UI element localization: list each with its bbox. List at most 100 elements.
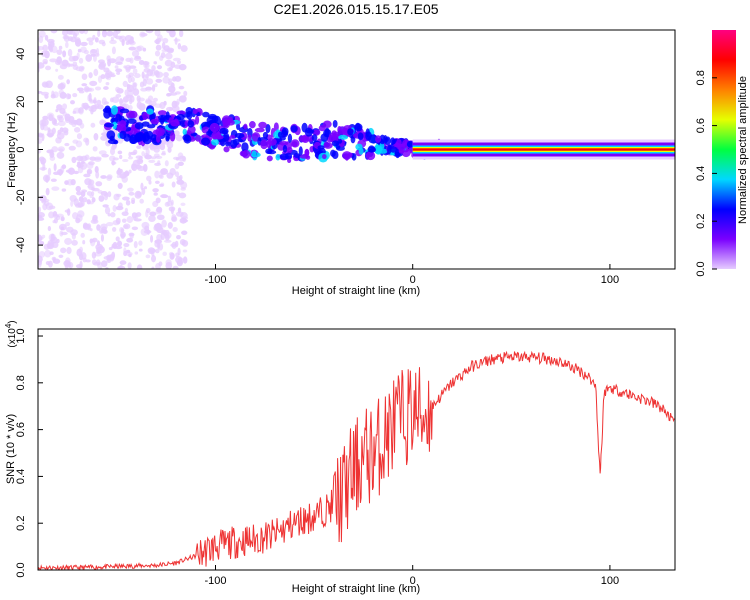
spectrogram-noise-point: [145, 86, 153, 92]
spectrogram-noise-point: [160, 232, 166, 241]
spectrogram-noise-point: [43, 61, 48, 65]
spectrogram-band-point: [187, 125, 196, 134]
spectrogram-noise-point: [182, 256, 188, 264]
spectrogram-noise-point: [122, 80, 128, 88]
spectrogram-noise-point: [104, 206, 111, 215]
spectrogram-noise-point: [70, 200, 74, 207]
spectrogram-noise-point: [124, 170, 130, 177]
spectrogram-noise-point: [108, 155, 116, 162]
spectrogram-noise-point: [101, 132, 108, 137]
spectrogram-band-point: [169, 131, 176, 142]
spectrogram-noise-point: [61, 30, 69, 36]
spectrogram-noise-point: [98, 39, 106, 45]
spectrogram-band-point: [351, 153, 357, 161]
spectrogram-noise-point: [145, 78, 154, 85]
spectrogram-noise-point: [131, 212, 138, 219]
spectrogram-noise-point: [155, 248, 160, 254]
spectrogram-noise-point: [182, 216, 189, 220]
spectrogram-noise-point: [122, 196, 130, 201]
spectrogram-noise-point: [121, 218, 127, 223]
spectrogram-noise-point: [68, 145, 76, 151]
spectrogram-noise-point: [55, 68, 59, 72]
spectrogram-noise-point: [55, 215, 61, 221]
spectrogram-noise-point: [119, 98, 123, 106]
figure-title: C2E1.2026.015.15.17.E05: [273, 1, 438, 17]
spectrogram-y-label: Frequency (Hz): [6, 112, 18, 188]
spectrogram-noise-point: [67, 48, 73, 57]
spectrogram-noise-point: [168, 206, 176, 212]
spectrogram-band-point: [229, 134, 236, 139]
spectrogram-noise-point: [57, 146, 65, 153]
spectrogram-noise-point: [78, 253, 84, 261]
spectrogram-noise-point: [168, 251, 174, 256]
spectrogram-panel: -100 0 100 -40 -20 0 20 40 Height of straight …: [6, 29, 676, 297]
spectrogram-noise-point: [38, 149, 42, 154]
spectrogram-band-point: [387, 144, 392, 155]
spectrogram-noise-point: [160, 152, 166, 156]
spectrogram-band-point: [170, 119, 180, 127]
spectrogram-noise-point: [52, 210, 58, 217]
spectrogram-noise-point: [68, 63, 74, 67]
spectrogram-noise-point: [146, 175, 152, 182]
spectrogram-noise-point: [97, 59, 105, 64]
spectrogram-noise-point: [72, 64, 79, 71]
y-tick-label: 0.6: [15, 422, 27, 437]
spectrogram-noise-point: [144, 154, 152, 160]
spectrogram-noise-point: [133, 73, 141, 79]
spectrogram-band-point: [142, 111, 148, 121]
spectrogram-noise-point: [98, 62, 106, 70]
spectrogram-noise-point: [93, 132, 99, 141]
spectrogram-band-point: [390, 137, 396, 146]
spectrogram-noise-point: [57, 120, 66, 127]
spectrogram-noise-point: [109, 39, 117, 45]
spectrogram-noise-point: [154, 239, 163, 244]
spectrogram-noise-point: [97, 104, 104, 110]
spectrogram-noise-point: [115, 217, 121, 225]
spectrogram-noise-point: [82, 197, 88, 203]
spectrogram-noise-point: [159, 169, 166, 176]
spectrogram-noise-point: [109, 147, 116, 156]
spectrogram-noise-point: [145, 30, 154, 34]
spectrogram-noise-point: [55, 109, 59, 113]
spectrogram-noise-point: [176, 260, 184, 265]
spectrogram-noise-point: [170, 82, 175, 89]
spectrogram-band-point: [119, 130, 127, 140]
spectrogram-noise-point: [64, 180, 69, 185]
spectrogram-noise-point: [107, 191, 112, 198]
spectrogram-noise-point: [101, 260, 108, 268]
spectrogram-noise-point: [122, 96, 130, 103]
spectrogram-noise-point: [176, 60, 182, 65]
spectrogram-band-point: [299, 154, 310, 159]
spectrogram-noise-point: [73, 30, 80, 36]
spectrogram-noise-point: [154, 162, 161, 167]
spectrogram-noise-point: [116, 169, 122, 175]
spectrogram-noise-point: [48, 260, 53, 268]
spectrogram-noise-point: [77, 201, 84, 208]
spectrogram-noise-point: [152, 97, 158, 102]
spectrogram-noise-point: [78, 30, 85, 34]
spectrogram-noise-point: [77, 210, 85, 218]
y-tick-label: -20: [15, 189, 27, 205]
spectrogram-noise-point: [62, 50, 67, 58]
spectrogram-band-point: [290, 125, 298, 133]
spectrogram-noise-point: [44, 93, 49, 99]
spectrogram-noise-point: [95, 170, 100, 179]
spectrogram-noise-point: [106, 222, 114, 227]
spectrogram-noise-point: [162, 251, 167, 257]
spectrogram-noise-point: [64, 237, 73, 245]
spectrogram-band-point: [187, 120, 195, 128]
spectrogram-noise-point: [89, 228, 93, 232]
spectrogram-noise-point: [171, 181, 176, 188]
spectrogram-noise-point: [163, 71, 169, 78]
spectrogram-noise-point: [50, 178, 57, 182]
spectrogram-noise-point: [156, 214, 165, 221]
snr-y-multiplier-base: (x10: [7, 328, 18, 348]
spectrogram-band-point: [202, 111, 210, 118]
spectrogram-noise-point: [178, 192, 187, 199]
spectrogram-band-point: [344, 153, 349, 161]
spectrogram-band-point: [223, 146, 230, 153]
spectrogram-noise-point: [162, 37, 169, 44]
spectrogram-band-point: [378, 148, 388, 154]
spectrogram-band-point: [262, 131, 269, 139]
spectrogram-noise-point: [84, 154, 90, 161]
